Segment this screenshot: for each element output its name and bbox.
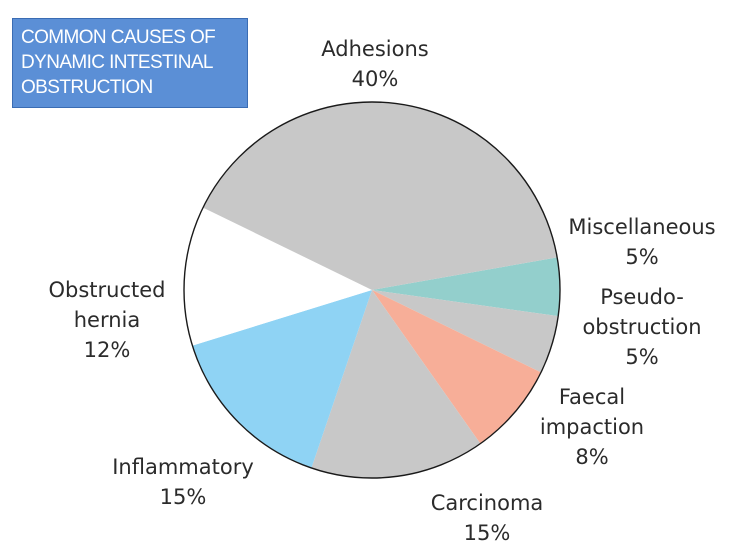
slice-label-5: Obstructed hernia 12%	[48, 278, 165, 362]
pie-slices	[183, 101, 561, 479]
slice-label-line-2-1: impaction	[540, 415, 644, 439]
slice-label-line-1-1: obstruction	[582, 315, 701, 339]
title-line-2: DYNAMIC INTESTINAL	[21, 52, 214, 73]
slice-label-line-0-0: Miscellaneous	[568, 215, 715, 239]
pie-slice-0	[372, 257, 560, 317]
title-line-1: COMMON CAUSES OF	[21, 27, 216, 48]
slice-value-1: 5%	[625, 345, 658, 369]
slice-label-line-4-0: Inflammatory	[112, 455, 254, 479]
slice-label-3: Carcinoma 15%	[431, 491, 544, 545]
chart-title: COMMON CAUSES OF DYNAMIC INTESTINAL OBST…	[12, 18, 248, 108]
slice-label-line-2-0: Faecal	[559, 385, 625, 409]
slice-label-2: Faecal impaction 8%	[540, 385, 644, 469]
pie-slice-3	[311, 290, 481, 478]
pie-slice-6	[203, 102, 558, 290]
slice-label-line-1-0: Pseudo-	[600, 285, 684, 309]
slice-label-1: Pseudo-obstruction 5%	[582, 285, 701, 369]
pie-slice-4	[192, 290, 372, 468]
pie-labels: Miscellaneous 5%Pseudo-obstruction 5%Faeca…	[48, 37, 715, 545]
pie-outline	[183, 101, 561, 479]
slice-label-6: Adhesions 40%	[321, 37, 428, 91]
slice-value-0: 5%	[625, 245, 658, 269]
slice-value-2: 8%	[575, 445, 608, 469]
slice-value-5: 12%	[84, 338, 131, 362]
slice-value-3: 15%	[464, 521, 511, 545]
slice-label-line-6-0: Adhesions	[321, 37, 428, 61]
slice-label-line-3-0: Carcinoma	[431, 491, 544, 515]
title-line-3: OBSTRUCTION	[21, 77, 153, 98]
pie-slice-5	[184, 207, 372, 346]
pie-slice-1	[372, 290, 559, 373]
slice-value-4: 15%	[160, 485, 207, 509]
slice-label-line-5-0: Obstructed	[48, 278, 165, 302]
slice-label-0: Miscellaneous 5%	[568, 215, 715, 269]
slice-label-line-5-1: hernia	[74, 308, 141, 332]
slice-label-4: Inflammatory 15%	[112, 455, 254, 509]
slice-value-6: 40%	[352, 67, 399, 91]
pie-slice-2	[372, 290, 541, 444]
